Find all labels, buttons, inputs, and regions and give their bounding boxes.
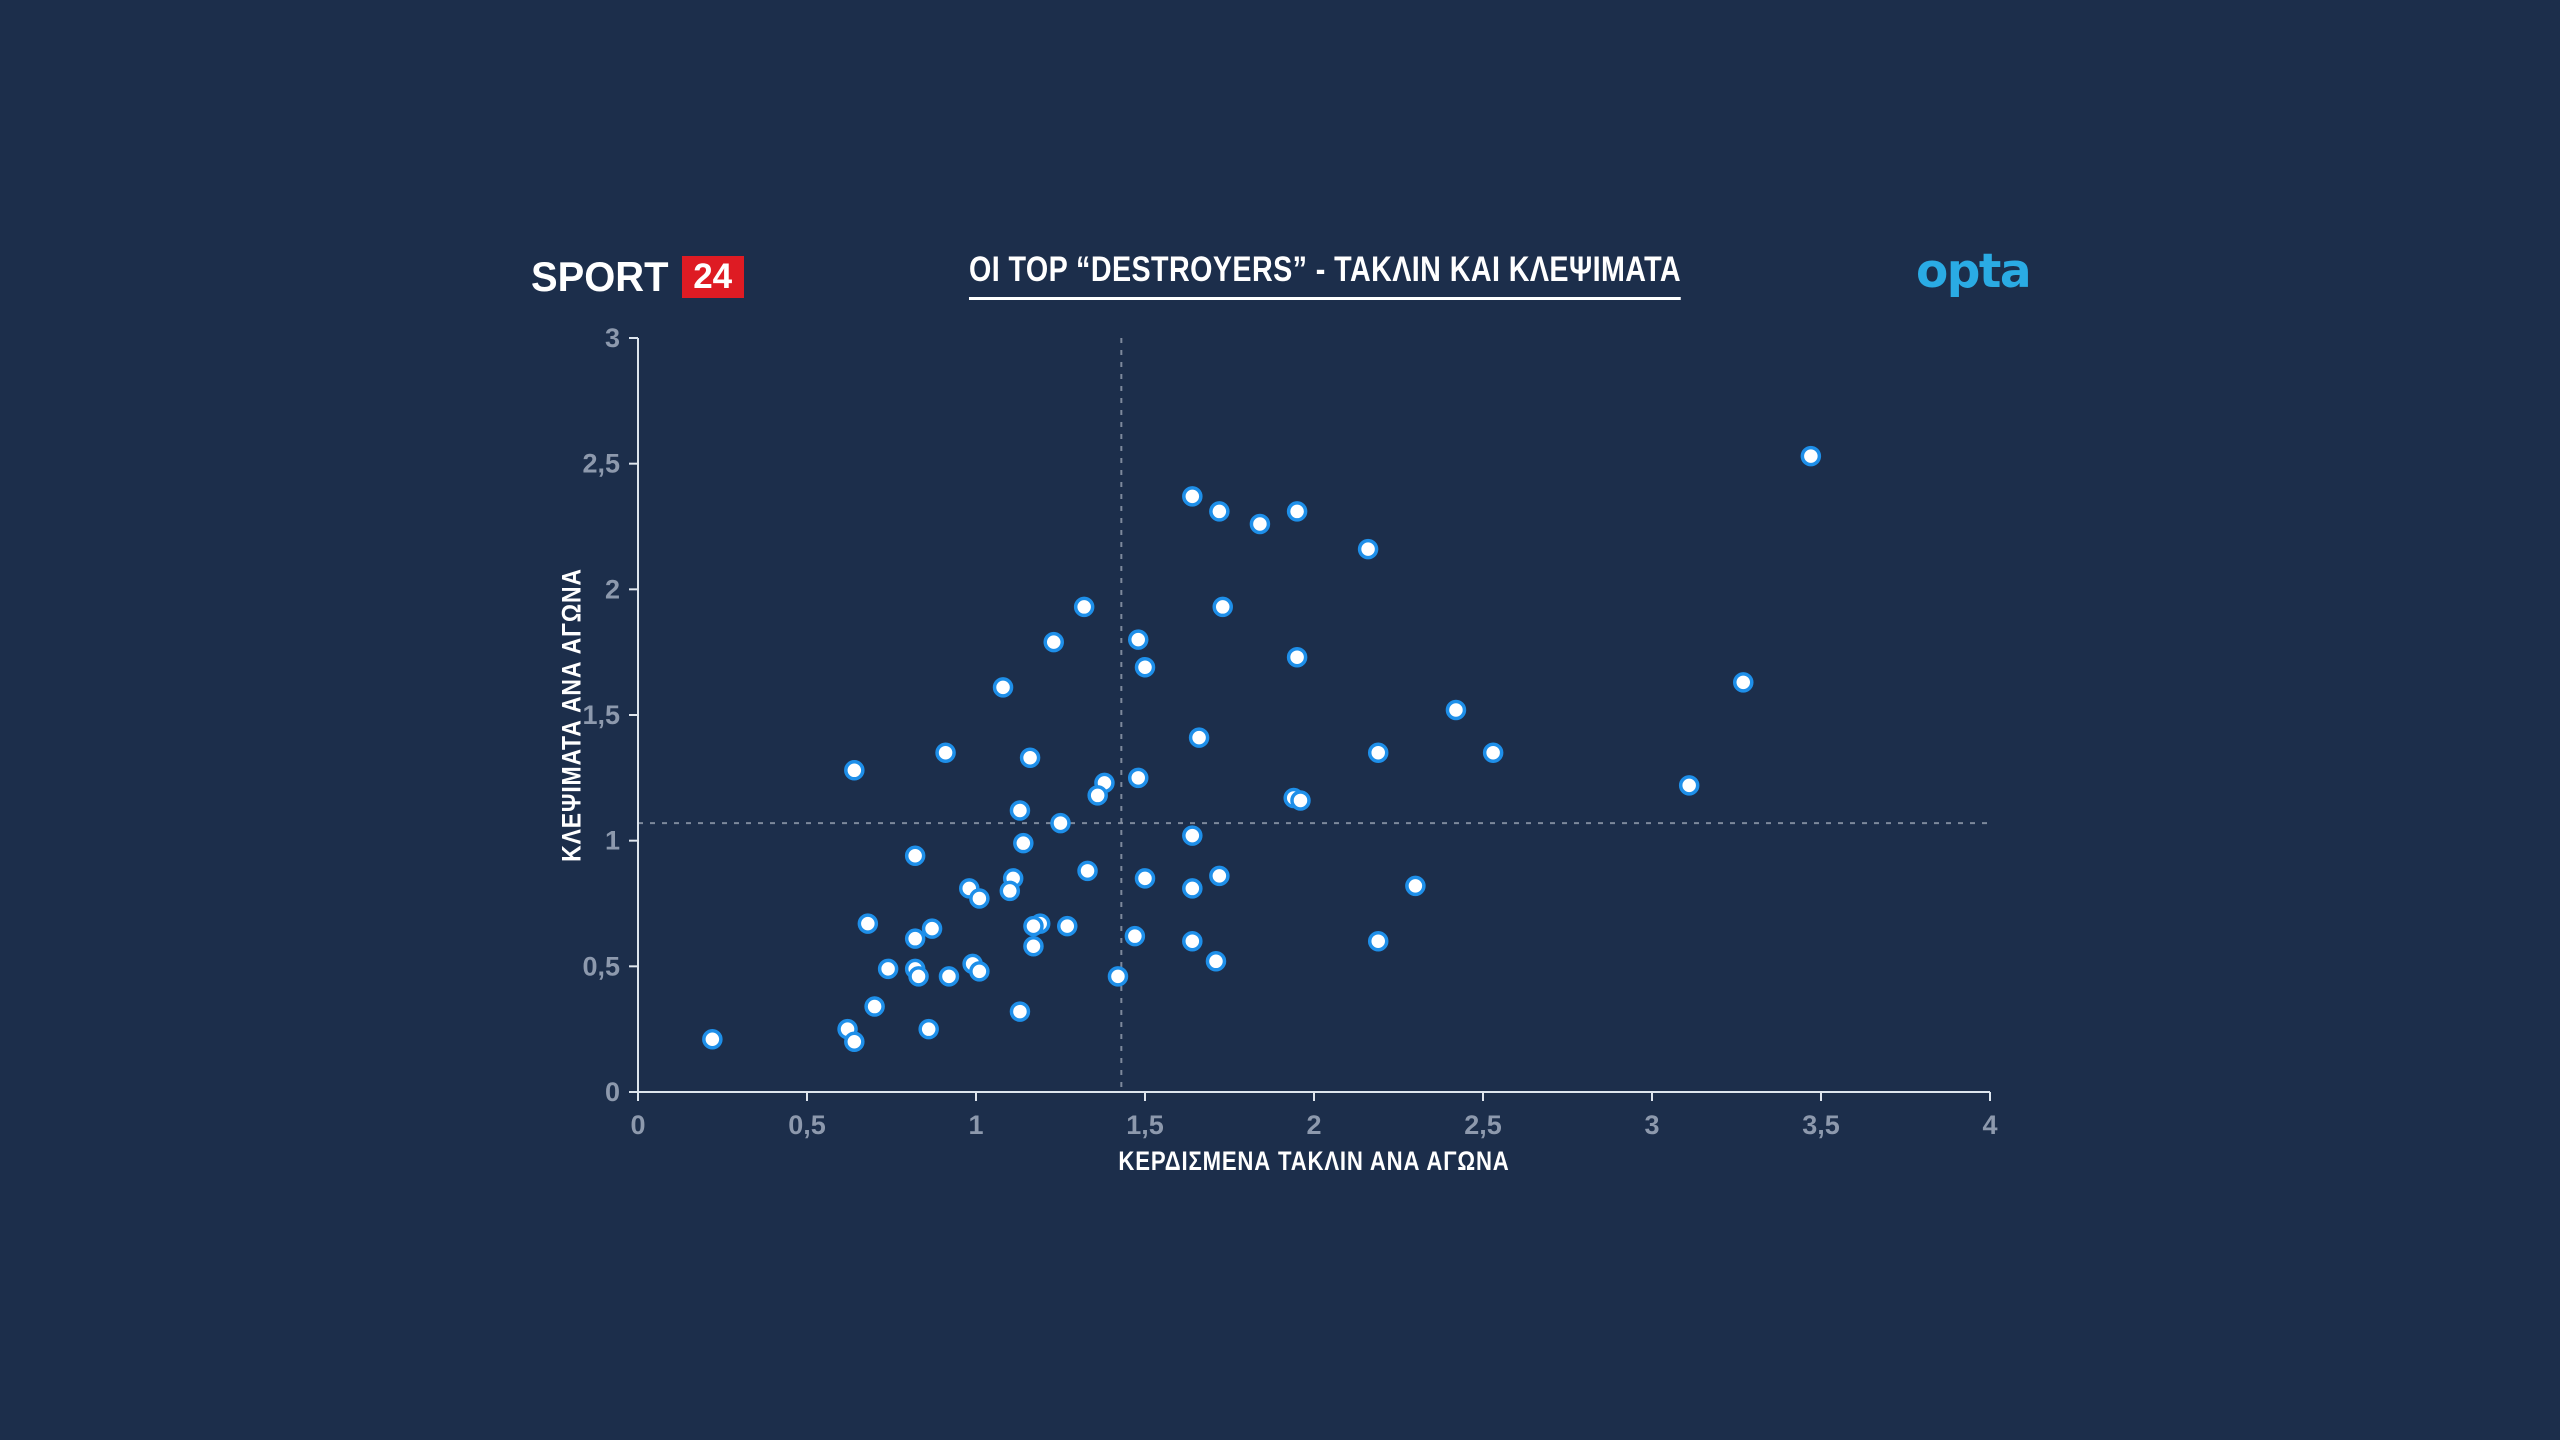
x-tick-label: 1 bbox=[968, 1110, 983, 1140]
data-point bbox=[1124, 925, 1146, 947]
chart-title-wrap: ΟΙ TOP “DESTROYERS” - ΤΑΚΛΙΝ ΚΑΙ ΚΛΕΨΙΜΑ… bbox=[891, 250, 1759, 300]
data-point bbox=[844, 760, 865, 781]
data-point bbox=[908, 966, 929, 987]
x-tick-label: 4 bbox=[1982, 1110, 1997, 1140]
data-point bbox=[1678, 775, 1700, 796]
data-point bbox=[1800, 445, 1822, 467]
chart-title: ΟΙ TOP “DESTROYERS” - ΤΑΚΛΙΝ ΚΑΙ ΚΛΕΨΙΜΑ… bbox=[968, 250, 1682, 300]
y-tick-label: 2 bbox=[605, 574, 620, 604]
y-tick-label: 1,5 bbox=[582, 700, 620, 730]
x-tick-label: 2,5 bbox=[1464, 1110, 1502, 1140]
data-point bbox=[938, 966, 960, 987]
data-point bbox=[935, 742, 956, 763]
data-point bbox=[1205, 951, 1227, 972]
sport24-logo-word: SPORT bbox=[531, 253, 669, 300]
data-point bbox=[1182, 486, 1203, 507]
x-tick-label: 0,5 bbox=[788, 1110, 826, 1140]
data-point bbox=[1043, 631, 1064, 653]
x-axis-title: ΚΕΡΔΙΣΜΕΝΑ ΤΑΚΛΙΝ ΑΝΑ ΑΓΩΝΑ bbox=[1118, 1146, 1510, 1176]
data-point bbox=[1286, 646, 1308, 668]
data-point bbox=[877, 958, 899, 980]
y-tick-label: 3 bbox=[605, 323, 620, 353]
data-point bbox=[1367, 930, 1389, 952]
data-point bbox=[1733, 672, 1754, 693]
sport24-logo-badge: 24 bbox=[681, 256, 744, 298]
data-point bbox=[1357, 538, 1379, 560]
data-point bbox=[1482, 742, 1504, 763]
data-point bbox=[864, 996, 885, 1017]
data-point bbox=[844, 1031, 865, 1052]
x-tick-label: 3,5 bbox=[1802, 1110, 1840, 1140]
data-point bbox=[1023, 935, 1044, 957]
opta-logo: opta bbox=[1916, 244, 2032, 299]
data-point bbox=[1013, 832, 1034, 854]
data-point bbox=[1367, 742, 1389, 763]
data-point bbox=[1009, 1001, 1031, 1022]
data-point bbox=[999, 880, 1021, 902]
data-point bbox=[1077, 860, 1098, 882]
data-point bbox=[1445, 699, 1467, 721]
y-tick-label: 2,5 bbox=[582, 449, 620, 479]
data-point bbox=[1127, 629, 1149, 650]
data-point bbox=[918, 1018, 939, 1040]
data-point bbox=[904, 928, 926, 949]
data-point bbox=[1134, 868, 1156, 889]
data-point bbox=[992, 677, 1014, 698]
data-point bbox=[1182, 878, 1203, 899]
data-point bbox=[1182, 825, 1203, 846]
data-point bbox=[921, 918, 943, 939]
data-point bbox=[1057, 915, 1078, 937]
y-tick-label: 0,5 bbox=[582, 951, 620, 981]
data-point bbox=[969, 961, 990, 982]
data-point bbox=[702, 1028, 723, 1050]
data-point bbox=[1127, 767, 1149, 789]
data-point bbox=[1050, 812, 1071, 834]
data-point bbox=[1286, 501, 1308, 522]
data-point bbox=[857, 913, 879, 934]
y-tick-label: 0 bbox=[605, 1077, 620, 1107]
data-point bbox=[969, 888, 990, 909]
data-point bbox=[1188, 727, 1210, 748]
sport24-logo: SPORT 24 bbox=[531, 253, 744, 300]
data-point bbox=[1212, 596, 1233, 618]
data-point bbox=[1134, 656, 1156, 678]
data-point bbox=[1023, 915, 1044, 937]
data-point bbox=[1405, 875, 1426, 897]
x-tick-label: 0 bbox=[630, 1110, 645, 1140]
x-tick-label: 3 bbox=[1644, 1110, 1659, 1140]
data-point bbox=[1107, 966, 1129, 987]
x-tick-label: 2 bbox=[1306, 1110, 1321, 1140]
data-point bbox=[1019, 747, 1041, 768]
data-point bbox=[1182, 930, 1203, 952]
data-point bbox=[1073, 596, 1095, 618]
data-point bbox=[904, 845, 926, 866]
data-point bbox=[1209, 865, 1230, 887]
data-point bbox=[1009, 800, 1031, 821]
data-point bbox=[1209, 501, 1230, 522]
data-point bbox=[1290, 790, 1311, 811]
data-point bbox=[1249, 513, 1271, 535]
data-point bbox=[1087, 785, 1108, 806]
x-tick-label: 1,5 bbox=[1126, 1110, 1164, 1140]
y-tick-label: 1 bbox=[605, 826, 620, 856]
